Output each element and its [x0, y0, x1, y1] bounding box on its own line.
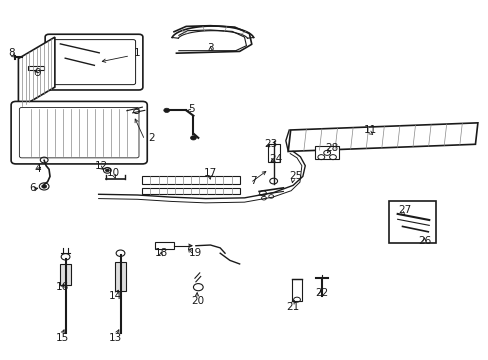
FancyBboxPatch shape: [52, 40, 135, 85]
Bar: [388, 202, 435, 243]
Text: 20: 20: [191, 296, 204, 306]
Text: 21: 21: [286, 302, 299, 312]
Polygon shape: [287, 123, 477, 152]
Text: 15: 15: [56, 333, 69, 343]
Bar: [291, 279, 302, 301]
Text: 18: 18: [155, 248, 168, 258]
Circle shape: [41, 185, 46, 188]
Bar: [267, 144, 280, 162]
Text: 2: 2: [147, 133, 154, 143]
Bar: [142, 188, 239, 194]
Text: 7: 7: [249, 176, 256, 186]
Text: 13: 13: [109, 333, 122, 343]
Text: 3: 3: [207, 43, 213, 53]
Text: 8: 8: [8, 48, 15, 58]
Text: 14: 14: [109, 291, 122, 301]
Text: 24: 24: [269, 154, 282, 163]
Bar: [314, 146, 339, 159]
Text: 4: 4: [35, 164, 41, 174]
FancyBboxPatch shape: [45, 34, 142, 90]
Text: 23: 23: [264, 139, 277, 149]
Bar: [60, 264, 71, 285]
FancyBboxPatch shape: [11, 102, 147, 164]
Text: 28: 28: [325, 143, 338, 153]
Text: 25: 25: [288, 171, 302, 181]
Bar: [155, 242, 173, 249]
Text: 22: 22: [315, 288, 328, 297]
Text: 1: 1: [134, 48, 141, 58]
Text: 17: 17: [203, 168, 217, 178]
Text: 12: 12: [94, 161, 107, 171]
Text: 10: 10: [106, 168, 120, 178]
Text: 19: 19: [189, 248, 202, 258]
Text: 11: 11: [364, 125, 377, 135]
Circle shape: [163, 108, 169, 112]
Bar: [115, 262, 125, 291]
Bar: [28, 66, 43, 70]
Text: 6: 6: [30, 183, 36, 193]
Text: 26: 26: [417, 236, 430, 246]
Bar: [142, 176, 239, 184]
Text: 5: 5: [187, 104, 194, 113]
Text: 27: 27: [398, 205, 411, 215]
Circle shape: [190, 136, 196, 140]
Text: 9: 9: [35, 68, 41, 78]
Circle shape: [105, 169, 109, 172]
Polygon shape: [19, 37, 55, 109]
Text: 16: 16: [56, 282, 69, 292]
